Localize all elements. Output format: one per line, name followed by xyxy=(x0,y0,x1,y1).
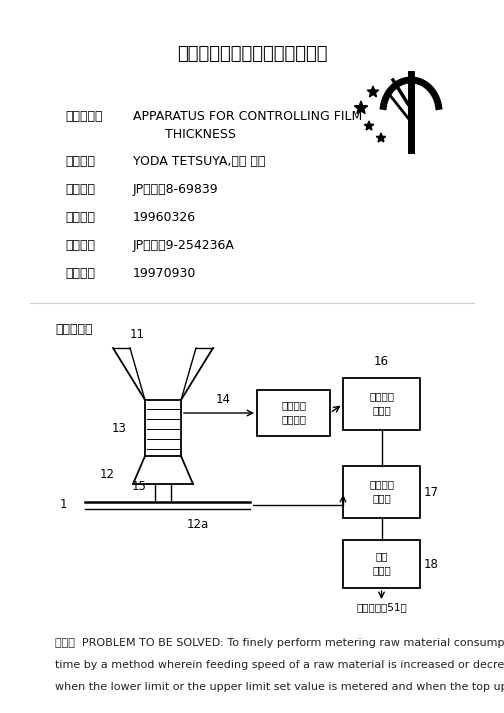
Text: 19970930: 19970930 xyxy=(133,267,197,280)
Text: JP特顔平8-69839: JP特顔平8-69839 xyxy=(133,183,219,196)
Text: THICKNESS: THICKNESS xyxy=(133,128,236,141)
Text: 駆動モータ51へ: 駆動モータ51へ xyxy=(356,602,407,612)
Text: YODA TETSUYA,余田 哲也: YODA TETSUYA,余田 哲也 xyxy=(133,155,266,168)
Text: 19960326: 19960326 xyxy=(133,211,196,224)
Text: 11: 11 xyxy=(130,328,145,341)
Text: 14: 14 xyxy=(216,393,230,406)
Bar xyxy=(145,400,181,456)
Text: time by a method wherein feeding speed of a raw material is increased or decreas: time by a method wherein feeding speed o… xyxy=(55,660,504,670)
Text: when the lower limit or the upper limit set value is metered and when the top up: when the lower limit or the upper limit … xyxy=(55,682,504,692)
Text: 申请日：: 申请日： xyxy=(65,211,95,224)
Text: 原料計量: 原料計量 xyxy=(369,479,394,489)
Text: 专利内容由知识产权出版社提供: 专利内容由知识产权出版社提供 xyxy=(177,45,327,63)
Text: 電磁弁間: 電磁弁間 xyxy=(281,400,306,410)
Text: 制御部: 制御部 xyxy=(372,565,391,575)
Polygon shape xyxy=(364,121,374,130)
Text: 公开日：: 公开日： xyxy=(65,267,95,280)
Text: 引取: 引取 xyxy=(375,551,388,561)
Polygon shape xyxy=(354,101,367,113)
Text: 16: 16 xyxy=(374,355,389,368)
Bar xyxy=(257,390,330,436)
Text: 发明人：: 发明人： xyxy=(65,155,95,168)
Text: 专利附图：: 专利附图： xyxy=(55,323,93,336)
Text: JP特開平9-254236A: JP特開平9-254236A xyxy=(133,239,235,252)
Text: シリンダ: シリンダ xyxy=(281,414,306,424)
Text: 摘要：  PROBLEM TO BE SOLVED: To finely perform metering raw material consumption: 摘要： PROBLEM TO BE SOLVED: To finely perf… xyxy=(55,638,504,648)
Text: 制御部: 制御部 xyxy=(372,493,391,503)
Text: 18: 18 xyxy=(424,558,439,570)
Bar xyxy=(343,540,420,588)
Text: 調整部: 調整部 xyxy=(372,405,391,415)
Text: APPARATUS FOR CONTROLLING FILM: APPARATUS FOR CONTROLLING FILM xyxy=(133,110,362,123)
Text: 15: 15 xyxy=(132,480,147,493)
Bar xyxy=(343,378,420,430)
Text: 专利名称：: 专利名称： xyxy=(65,110,102,123)
Text: 1: 1 xyxy=(59,498,67,511)
Text: 12: 12 xyxy=(100,468,115,481)
Polygon shape xyxy=(367,86,379,97)
Text: 12a: 12a xyxy=(187,518,209,531)
Polygon shape xyxy=(376,133,386,142)
Text: 申请号：: 申请号： xyxy=(65,183,95,196)
Bar xyxy=(343,466,420,518)
Text: 13: 13 xyxy=(112,421,127,434)
Text: 17: 17 xyxy=(424,486,439,498)
Text: 公开号：: 公开号： xyxy=(65,239,95,252)
Text: 供給速度: 供給速度 xyxy=(369,391,394,401)
